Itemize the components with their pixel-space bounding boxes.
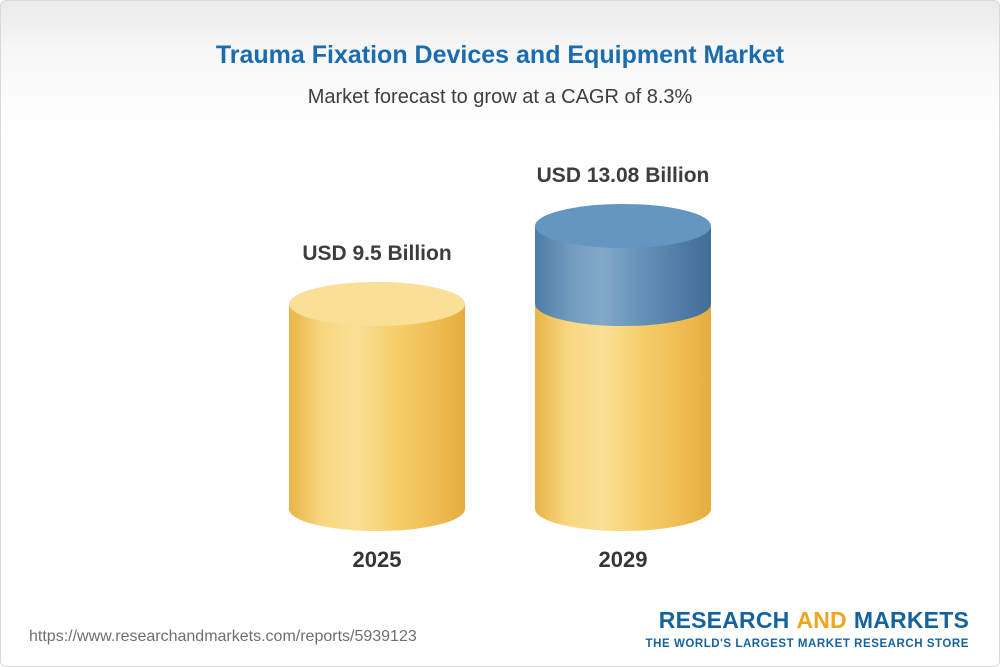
bar-chart: USD 9.5 Billion 2025 USD 13.08 Billion 2… (1, 141, 999, 573)
page-title: Trauma Fixation Devices and Equipment Ma… (215, 41, 785, 69)
logo-wordmark: RESEARCH AND MARKETS (646, 607, 969, 634)
cylinder-2025 (289, 282, 465, 531)
logo-tagline: THE WORLD'S LARGEST MARKET RESEARCH STOR… (645, 638, 969, 650)
year-label-2029: 2029 (598, 547, 648, 572)
logo-research-text: RESEARCH (658, 607, 790, 633)
value-label-2029: USD 13.08 Billion (536, 164, 710, 187)
cylinder-2029 (535, 204, 711, 531)
value-label-2025: USD 9.5 Billion (302, 242, 452, 265)
year-label-2025: 2025 (352, 547, 402, 572)
chart-header: Trauma Fixation Devices and Equipment Ma… (1, 41, 999, 109)
report-url: https://www.researchandmarkets.com/repor… (29, 628, 417, 645)
page-subtitle: Market forecast to grow at a CAGR of 8.3… (307, 86, 693, 108)
logo-and-text: AND (796, 607, 847, 633)
bar-group-2025: USD 9.5 Billion 2025 (289, 242, 465, 573)
bar-group-2029: USD 13.08 Billion 2029 (535, 164, 711, 573)
logo-markets-text: MARKETS (853, 607, 969, 633)
brand-logo: RESEARCH AND MARKETS THE WORLD'S LARGEST M… (646, 607, 969, 650)
